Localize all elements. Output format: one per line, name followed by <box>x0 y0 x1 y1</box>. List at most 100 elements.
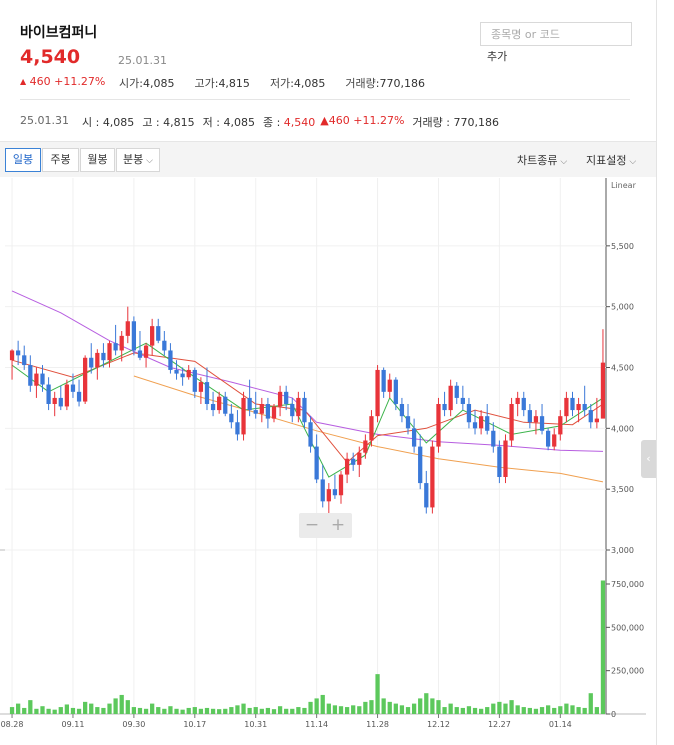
candle-body <box>290 404 295 417</box>
volume-bar <box>485 707 490 714</box>
stat-volume: 거래량:770,186 <box>345 77 425 90</box>
zoom-in-button[interactable]: + <box>330 515 346 535</box>
ma5-line <box>11 342 604 478</box>
volume-bar <box>588 693 593 714</box>
stat-open: 시가:4,085 <box>119 77 175 90</box>
candle-body <box>107 343 112 361</box>
candle-body <box>265 404 271 419</box>
volume-bar <box>552 707 557 714</box>
zoom-out-button[interactable]: − <box>304 515 320 535</box>
candle-body <box>387 379 392 392</box>
candle-body <box>52 397 57 404</box>
volume-bar <box>533 708 539 714</box>
company-name: 바이브컴퍼니 <box>20 25 98 41</box>
candle-body <box>302 397 307 423</box>
candle-body <box>564 397 569 417</box>
chevron-down-icon: ⌵ <box>626 157 637 167</box>
chart-type-dropdown[interactable]: 차트종류 ⌵ <box>517 154 568 167</box>
candle-body <box>271 406 277 419</box>
volume-bar <box>192 707 197 714</box>
candle-body <box>466 404 472 423</box>
candle-body <box>503 440 508 477</box>
candle-body <box>119 335 124 351</box>
candle-body <box>198 382 204 392</box>
tab-monthly[interactable]: 월봉 <box>80 148 115 172</box>
volume-bar <box>375 674 380 714</box>
candle-body <box>125 321 130 336</box>
x-tick-label: 09.11 <box>62 720 85 729</box>
candle-body <box>314 446 319 480</box>
volume-bar <box>582 707 587 714</box>
x-tick-label: 08.28 <box>1 720 24 729</box>
candle-body <box>137 350 143 358</box>
candle-body <box>460 397 465 404</box>
tab-weekly[interactable]: 주봉 <box>42 148 79 172</box>
candle-body <box>539 416 545 431</box>
x-tick-label: 09.30 <box>122 720 145 729</box>
volume-bar <box>460 707 465 714</box>
candle-body <box>229 413 234 423</box>
stock-chart[interactable]: Linear 3,000 3,500 4,000 4,500 5,000 5,500 0 250… <box>0 178 656 745</box>
volume-bar <box>34 708 39 714</box>
volume-bar <box>357 706 362 714</box>
scale-label: Linear <box>611 181 637 190</box>
candle-body <box>570 397 575 411</box>
volume-bar <box>204 707 210 714</box>
volume-bar <box>150 703 155 714</box>
candle-body <box>131 321 137 351</box>
candle-body <box>344 458 350 475</box>
volume-bar <box>424 693 429 714</box>
candle-body <box>16 350 21 356</box>
candle-body <box>448 385 453 411</box>
stock-search-input[interactable] <box>480 22 632 46</box>
candle-body <box>424 483 429 508</box>
volume-bar <box>351 705 356 714</box>
tab-minute[interactable]: 분봉 ⌵ <box>116 148 160 172</box>
indicator-settings-dropdown[interactable]: 지표설정 ⌵ <box>586 154 637 167</box>
volume-bar <box>107 703 112 714</box>
candle-body <box>58 397 63 407</box>
candle-body <box>588 410 593 423</box>
candle-body <box>472 422 478 429</box>
candle-body <box>101 352 106 361</box>
candle-body <box>600 362 606 419</box>
candle-body <box>143 345 149 358</box>
volume-bar <box>430 698 435 714</box>
volume-bar <box>558 706 563 714</box>
add-stock-button[interactable]: 추가 <box>487 50 508 63</box>
chevron-down-icon: ⌵ <box>557 157 568 167</box>
x-tick-label: 12.27 <box>488 720 511 729</box>
volume-bar <box>399 705 405 714</box>
candle-body <box>332 489 338 496</box>
volume-bar <box>253 707 258 714</box>
stat-low: 저가:4,085 <box>269 77 326 90</box>
volume-bar <box>137 707 143 714</box>
volume-bar <box>83 701 88 714</box>
candle-body <box>509 404 514 441</box>
volume-bar <box>156 707 161 714</box>
candle-body <box>576 404 581 411</box>
volume-bar <box>70 707 76 714</box>
candle-body <box>210 404 216 411</box>
volume-bar <box>418 698 423 714</box>
candle-body <box>217 396 222 411</box>
volume-bar <box>338 706 344 714</box>
price-date: 25.01.31 <box>118 54 167 67</box>
right-border <box>656 0 657 745</box>
side-panel-toggle[interactable]: ‹ <box>641 440 656 478</box>
candle-body <box>22 355 27 366</box>
price-stats: 시가:4,085 고가:4,815 저가:4,085 거래량:770,186 <box>119 75 425 91</box>
candle-body <box>594 418 599 423</box>
volume-bar <box>466 706 472 714</box>
tab-daily[interactable]: 일봉 <box>5 148 41 172</box>
volume-bar <box>564 703 569 714</box>
volume-bar <box>326 703 331 714</box>
day-info-date: 25.01.31 <box>20 114 69 127</box>
candle-body <box>28 365 33 386</box>
candle-body <box>442 404 447 411</box>
candle-body <box>180 373 185 378</box>
candle-body <box>40 373 45 385</box>
volume-bar <box>113 698 118 714</box>
candle-body <box>399 404 405 417</box>
candle-body <box>277 391 283 407</box>
